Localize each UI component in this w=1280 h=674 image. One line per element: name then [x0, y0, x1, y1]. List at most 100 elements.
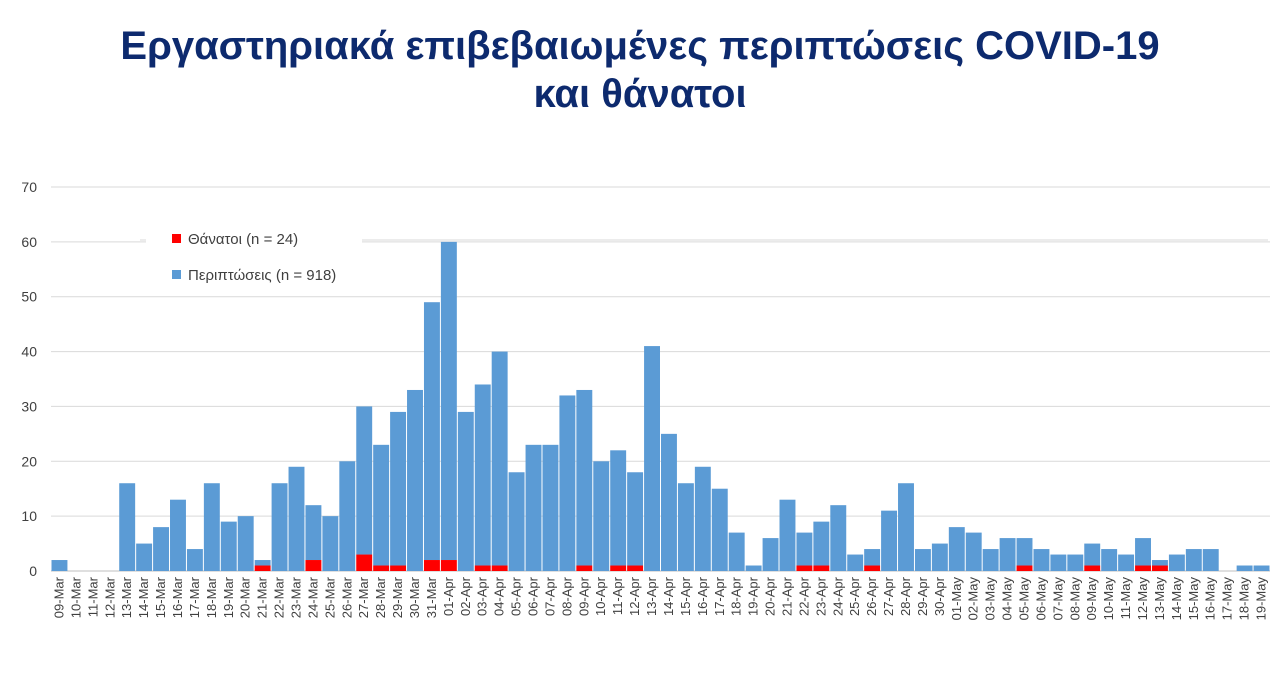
- bar-deaths: [440, 560, 457, 571]
- x-tick-label: 11-Apr: [610, 576, 625, 615]
- bar-cases: [644, 346, 660, 571]
- bar-cases: [525, 444, 542, 571]
- bar-deaths: [610, 565, 627, 571]
- x-tick-label: 19-May: [1254, 577, 1269, 621]
- x-tick-label: 09-May: [1084, 577, 1099, 621]
- x-tick-label: 14-Mar: [136, 576, 151, 618]
- bar-deaths: [390, 565, 407, 571]
- x-tick-label: 20-Apr: [763, 576, 778, 616]
- y-tick-label: 10: [21, 508, 37, 524]
- bar-cases: [1253, 565, 1270, 571]
- legend: Θάνατοι (n = 24) Περιπτώσεις (n = 918): [140, 228, 1268, 294]
- bar-deaths: [864, 565, 881, 571]
- y-axis: 0 10 20 30 40 50 60 70: [21, 179, 37, 579]
- x-tick-label: 28-Mar: [373, 576, 388, 618]
- bar-cases: [220, 521, 237, 571]
- y-tick-label: 20: [21, 453, 37, 469]
- bar-cases: [271, 483, 288, 571]
- x-tick-label: 20-Mar: [238, 576, 253, 618]
- x-tick-label: 08-May: [1067, 577, 1082, 621]
- bar-deaths: [796, 565, 813, 571]
- chart-title: Εργαστηριακά επιβεβαιωμένες περιπτώσεις …: [0, 22, 1280, 118]
- x-tick-label: 27-Apr: [881, 576, 896, 616]
- x-tick-label: 30-Mar: [407, 576, 422, 618]
- x-tick-label: 26-Apr: [864, 576, 879, 616]
- bar-cases: [948, 527, 965, 571]
- x-tick-label: 01-Apr: [441, 576, 456, 616]
- bar-cases: [914, 549, 931, 571]
- x-tick-label: 25-Mar: [322, 576, 337, 618]
- legend-swatch-cases: [172, 270, 181, 279]
- legend-swatch-deaths: [172, 234, 181, 243]
- bar-cases: [999, 538, 1016, 571]
- bar-cases: [745, 565, 762, 571]
- bar-cases: [373, 444, 390, 566]
- bar-cases: [847, 554, 864, 571]
- bar-deaths: [373, 565, 390, 571]
- bar-cases: [1118, 554, 1135, 571]
- bar-deaths: [813, 565, 830, 571]
- bar-cases: [559, 395, 576, 571]
- x-tick-label: 26-Mar: [339, 576, 354, 618]
- bar-cases: [356, 406, 373, 555]
- x-tick-label: 14-Apr: [661, 576, 676, 616]
- y-tick-label: 40: [21, 344, 37, 360]
- bar-deaths: [627, 565, 644, 571]
- bar-deaths: [1016, 565, 1033, 571]
- bar-cases: [390, 411, 407, 566]
- bar-cases: [186, 549, 203, 571]
- x-tick-label: 03-Apr: [475, 576, 490, 616]
- x-tick-label: 07-May: [1050, 577, 1065, 621]
- x-tick-label: 29-Mar: [390, 576, 405, 618]
- bar-cases: [237, 516, 254, 571]
- bar-cases: [1135, 538, 1151, 566]
- x-tick-label: 12-Mar: [102, 576, 117, 618]
- x-tick-label: 30-Apr: [932, 576, 947, 616]
- bar-cases: [1067, 554, 1084, 571]
- bar-cases: [203, 483, 220, 571]
- bar-cases: [508, 472, 525, 571]
- legend-label-deaths: Θάνατοι (n = 24): [188, 231, 298, 248]
- x-tick-label: 22-Apr: [796, 576, 811, 616]
- y-tick-label: 50: [21, 289, 37, 305]
- bar-cases: [1151, 560, 1168, 566]
- bar-cases: [1084, 543, 1101, 566]
- bar-cases: [982, 549, 999, 571]
- bar-cases: [119, 483, 136, 571]
- x-tick-label: 03-May: [983, 577, 998, 621]
- bar-cases: [796, 532, 813, 566]
- bar-deaths: [576, 565, 593, 571]
- bar-cases: [153, 527, 170, 571]
- y-tick-label: 0: [29, 563, 37, 579]
- legend-box: [146, 228, 362, 294]
- bar-cases: [1050, 554, 1067, 571]
- bar-cases: [170, 499, 186, 571]
- bars: [51, 241, 1270, 571]
- bar-deaths: [1135, 565, 1151, 571]
- chart-title-line1: Εργαστηριακά επιβεβαιωμένες περιπτώσεις …: [120, 24, 1160, 68]
- bar-cases: [1033, 549, 1050, 571]
- x-tick-label: 10-Mar: [68, 576, 83, 618]
- x-tick-label: 05-May: [1017, 577, 1032, 621]
- bar-cases: [1236, 565, 1253, 571]
- bar-cases: [661, 433, 677, 571]
- x-tick-label: 07-Apr: [542, 576, 557, 616]
- x-tick-label: 14-May: [1169, 577, 1184, 621]
- x-tick-label: 11-May: [1118, 577, 1133, 620]
- x-tick-label: 15-May: [1186, 577, 1201, 621]
- bar-cases: [711, 488, 728, 571]
- bar-cases: [762, 538, 779, 571]
- bar-cases: [610, 450, 627, 566]
- x-tick-label: 16-May: [1203, 577, 1218, 621]
- x-tick-label: 15-Apr: [678, 576, 693, 616]
- x-tick-label: 12-Apr: [627, 576, 642, 616]
- bar-cases: [254, 560, 271, 566]
- x-tick-label: 31-Mar: [424, 576, 439, 618]
- bar-cases: [593, 461, 610, 571]
- bar-cases: [864, 549, 881, 566]
- x-tick-label: 02-Apr: [458, 576, 473, 616]
- bar-cases: [440, 241, 457, 561]
- x-tick-label: 19-Mar: [221, 576, 236, 618]
- bar-deaths: [491, 565, 508, 571]
